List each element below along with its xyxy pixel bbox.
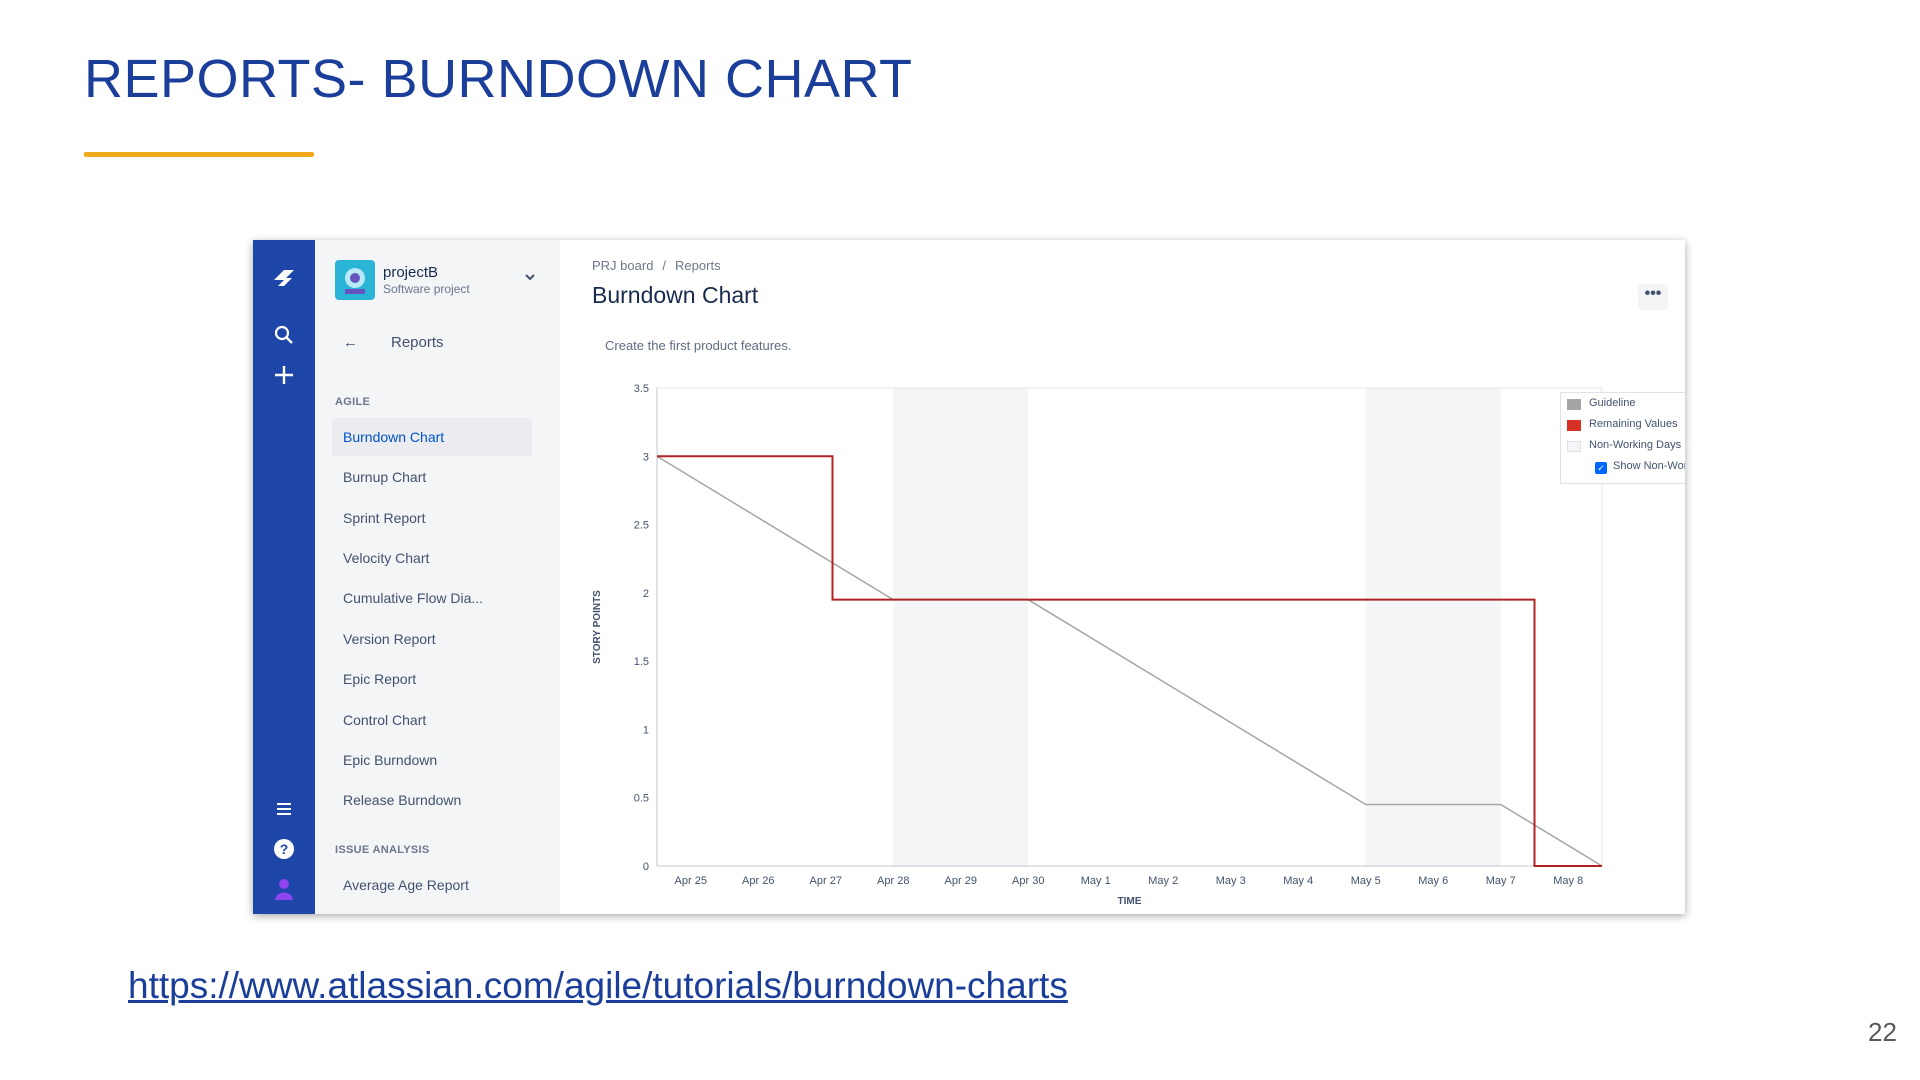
x-tick-label: May 7 <box>1486 875 1516 887</box>
sidebar-item-sprint-report[interactable]: Sprint Report <box>343 510 426 526</box>
x-axis-title: TIME <box>1118 896 1142 907</box>
burndown-chart: 0 0.5 1 1.5 2 2.5 3 3.5 Apr 25 Apr 26 Apr 27 Apr 28… <box>592 383 1603 907</box>
back-label: Reports <box>391 334 444 351</box>
sidebar-item-epic-burndown[interactable]: Epic Burndown <box>343 752 438 768</box>
y-axis-title: STORY POINTS <box>592 590 603 664</box>
checkbox-checked-icon[interactable]: ✓ <box>1595 462 1607 474</box>
y-tick-label: 0 <box>643 861 649 873</box>
menu-icon[interactable] <box>271 796 297 822</box>
jira-logo-icon[interactable] <box>271 265 297 291</box>
sidebar-item-burnup-chart[interactable]: Burnup Chart <box>343 469 427 485</box>
page-title: Burndown Chart <box>592 282 759 308</box>
breadcrumb-board[interactable]: PRJ board <box>592 258 654 273</box>
back-arrow-icon[interactable]: ← <box>343 334 358 351</box>
search-icon[interactable] <box>271 322 297 348</box>
sidebar-item-burndown-chart[interactable]: Burndown Chart <box>332 418 532 456</box>
x-tick-label: May 5 <box>1351 875 1381 887</box>
project-sidebar: projectB Software project ← Reports AGIL… <box>315 240 560 914</box>
series-line-remaining-values <box>657 455 1602 867</box>
tutorial-link[interactable]: https://www.atlassian.com/agile/tutorial… <box>128 965 1068 1006</box>
series-line-guideline <box>656 455 1603 867</box>
sidebar-item-epic-report[interactable]: Epic Report <box>343 671 417 687</box>
sidebar-item-version-report[interactable]: Version Report <box>343 631 436 647</box>
sidebar-item-average-age-report[interactable]: Average Age Report <box>343 877 469 893</box>
x-tick-label: Apr 27 <box>810 875 842 887</box>
section-label-issue-analysis: ISSUE ANALYSIS <box>335 844 430 856</box>
project-avatar[interactable] <box>335 260 375 300</box>
chart-legend: Guideline Remaining Values Non-Working D… <box>1560 392 1685 484</box>
x-tick-label: Apr 25 <box>675 875 707 887</box>
help-icon[interactable]: ? <box>271 836 297 862</box>
x-tick-label: May 8 <box>1553 875 1583 887</box>
legend-swatch-remaining <box>1567 420 1581 431</box>
global-nav: ? <box>253 240 315 914</box>
legend-swatch-non-working <box>1567 441 1581 452</box>
breadcrumb-reports[interactable]: Reports <box>675 258 721 273</box>
chevron-down-icon[interactable] <box>523 270 537 289</box>
avatar-icon[interactable] <box>271 876 297 902</box>
legend-swatch-guideline <box>1567 399 1581 410</box>
y-tick-label: 1 <box>643 724 649 736</box>
page-number: 22 <box>1868 1017 1897 1047</box>
back-to-reports[interactable]: ← Reports <box>335 330 535 356</box>
section-label-agile: AGILE <box>335 396 371 408</box>
y-tick-label: 1.5 <box>634 656 649 668</box>
more-actions-button[interactable]: ••• <box>1638 284 1668 310</box>
sidebar-item-velocity-chart[interactable]: Velocity Chart <box>343 550 430 566</box>
y-tick-label: 2.5 <box>634 520 649 532</box>
x-tick-label: Apr 30 <box>1012 875 1044 887</box>
x-tick-label: Apr 26 <box>742 875 774 887</box>
sidebar-item-release-burndown[interactable]: Release Burndown <box>343 792 462 808</box>
show-non-working-days-toggle[interactable]: ✓ Show Non-Working Days <box>1567 459 1685 477</box>
x-tick-label: May 1 <box>1081 875 1111 887</box>
x-tick-label: May 4 <box>1283 875 1313 887</box>
non-working-band <box>1365 388 1501 866</box>
x-tick-label: May 2 <box>1148 875 1178 887</box>
sprint-goal: Create the first product features. <box>605 338 792 353</box>
sidebar-item-cumulative-flow[interactable]: Cumulative Flow Dia... <box>343 590 484 606</box>
plus-icon[interactable] <box>271 362 297 388</box>
project-name[interactable]: projectB <box>383 264 439 281</box>
title-accent-rule <box>84 152 314 157</box>
jira-screenshot: ? projectB Software project ← Reports AG… <box>253 240 1685 914</box>
show-non-working-days-label: Show Non-Working Days <box>1613 460 1685 472</box>
x-tick-label: Apr 28 <box>877 875 909 887</box>
project-type: Software project <box>383 282 470 296</box>
non-working-band <box>893 388 1029 866</box>
x-tick-label: Apr 29 <box>945 875 977 887</box>
y-tick-label: 0.5 <box>634 793 649 805</box>
x-tick-label: May 3 <box>1216 875 1246 887</box>
x-tick-label: May 6 <box>1418 875 1448 887</box>
main-content: PRJ board / Reports Burndown Chart ••• Cre… <box>560 240 1685 914</box>
slide-title: REPORTS- BURNDOWN CHART <box>84 49 913 109</box>
breadcrumb: PRJ board / Reports <box>592 258 721 273</box>
svg-text:?: ? <box>280 841 289 857</box>
y-tick-label: 2 <box>643 588 649 600</box>
y-tick-label: 3 <box>643 451 649 463</box>
sidebar-item-control-chart[interactable]: Control Chart <box>343 712 427 728</box>
y-tick-label: 3.5 <box>634 383 649 395</box>
